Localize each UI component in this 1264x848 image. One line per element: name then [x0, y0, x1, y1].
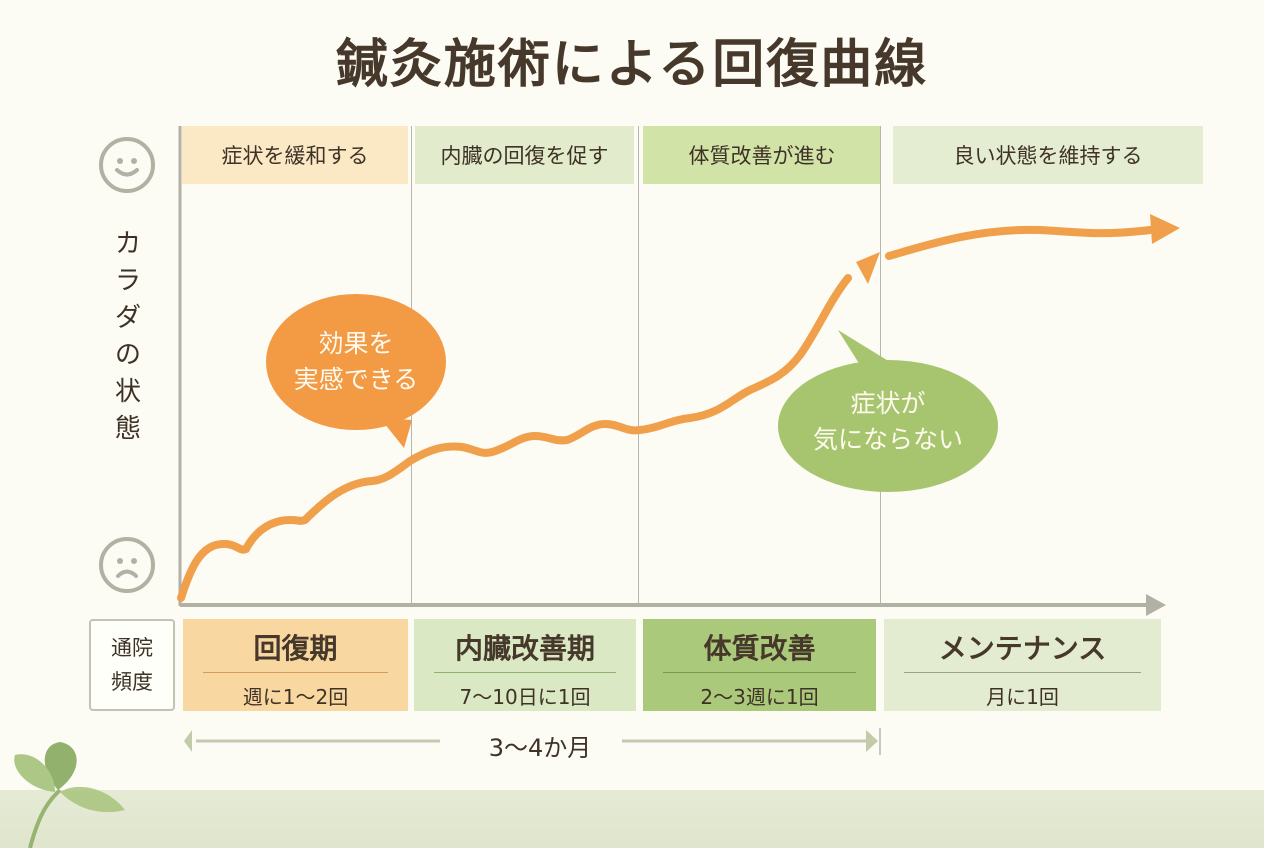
frequency-label: 通院 頻度: [89, 619, 175, 711]
sad-face-icon: [99, 537, 155, 593]
phase-header-2: 内臓の回復を促す: [415, 126, 634, 184]
phase-name: 内臓改善期: [454, 632, 595, 665]
phase-box-constitution: 体質改善 2〜3週に1回: [643, 619, 876, 711]
duration-label: 3〜4か月: [488, 734, 592, 762]
bubble-symptom-free: 症状が 気にならない: [778, 386, 998, 458]
leaf-decoration: [14, 742, 125, 848]
phase-header-4: 良い状態を維持する: [893, 126, 1203, 184]
phase-separator: [434, 672, 616, 673]
bubble-line: 症状が: [850, 389, 926, 418]
phase-header-label: 症状を緩和する: [221, 144, 369, 168]
bubble-line: 気にならない: [812, 425, 963, 454]
phase-separator: [904, 672, 1141, 673]
phase-header-3: 体質改善が進む: [643, 126, 881, 184]
phase-name: 回復期: [253, 632, 338, 665]
phase-frequency: 2〜3週に1回: [700, 685, 819, 709]
phase-box-organ: 内臓改善期 7〜10日に1回: [414, 619, 636, 711]
phase-header-1: 症状を緩和する: [182, 126, 408, 184]
y-label-char: の: [114, 340, 141, 370]
phase-header-label: 体質改善が進む: [688, 144, 836, 168]
smile-face-icon: [99, 137, 155, 193]
phase-header-label: 内臓の回復を促す: [440, 144, 609, 168]
y-label-char: 状: [114, 377, 141, 407]
phase-separator: [663, 672, 856, 673]
phase-divider: [638, 126, 639, 606]
y-label-char: カ: [114, 229, 141, 259]
phase-name: 体質改善: [703, 632, 816, 665]
bubble-line: 実感できる: [293, 365, 419, 394]
frequency-label-line: 通院: [111, 636, 153, 660]
phase-box-recovery: 回復期 週に1〜2回: [183, 619, 408, 711]
bubble-line: 効果を: [318, 329, 394, 358]
phase-frequency: 7〜10日に1回: [459, 685, 591, 709]
phase-header-label: 良い状態を維持する: [953, 144, 1143, 168]
y-axis-label: カ ラ ダ の 状 態: [106, 226, 150, 448]
phase-name: メンテナンス: [938, 632, 1107, 665]
frequency-label-line: 頻度: [111, 670, 153, 694]
page-title: 鍼灸施術による回復曲線: [335, 35, 929, 95]
phase-frequency: 月に1回: [986, 685, 1059, 709]
y-label-char: ダ: [114, 303, 141, 333]
phase-box-maintenance: メンテナンス 月に1回: [884, 619, 1161, 711]
y-label-char: ラ: [114, 266, 141, 296]
phase-separator: [203, 672, 388, 673]
phase-frequency: 週に1〜2回: [242, 685, 349, 709]
bubble-effect: 効果を 実感できる: [266, 326, 446, 398]
y-label-char: 態: [114, 414, 141, 444]
